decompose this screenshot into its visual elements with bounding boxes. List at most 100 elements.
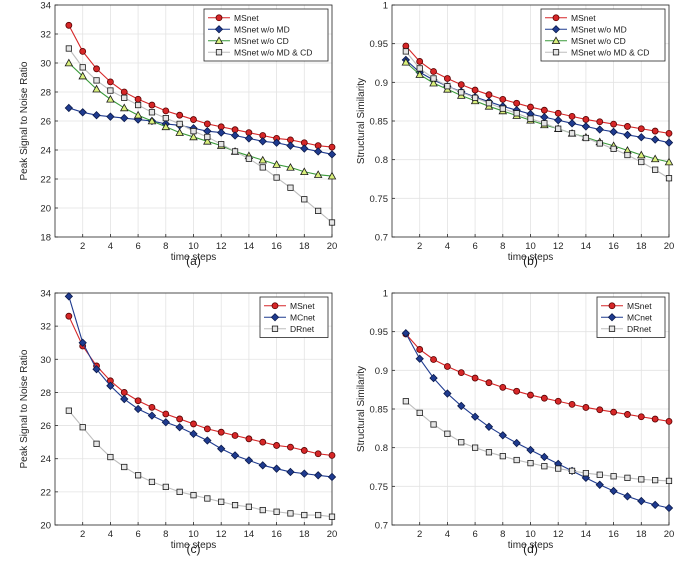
x-tick-label: 10 <box>188 529 199 540</box>
y-tick-label: 28 <box>40 388 51 399</box>
data-point <box>287 510 294 517</box>
data-point <box>513 110 520 117</box>
data-point <box>79 64 86 71</box>
data-point <box>79 48 87 55</box>
x-tick-label: 12 <box>216 241 227 252</box>
data-point <box>175 128 184 136</box>
x-tick-label: 16 <box>608 241 619 252</box>
x-tick-label: 6 <box>135 529 140 540</box>
data-point <box>134 95 142 103</box>
data-point <box>65 21 73 29</box>
data-point <box>665 175 673 182</box>
data-point <box>148 403 156 411</box>
data-point <box>120 394 129 404</box>
data-point <box>512 438 521 448</box>
x-tick-label: 14 <box>244 241 255 252</box>
data-point <box>485 100 493 107</box>
series-2 <box>64 103 337 159</box>
data-point <box>190 128 197 135</box>
y-tick-label: 34 <box>40 1 51 12</box>
data-point <box>147 411 157 420</box>
panel-caption: (d) <box>523 542 538 556</box>
data-point <box>189 132 198 141</box>
data-point <box>287 184 294 191</box>
data-point <box>555 125 562 132</box>
data-point <box>596 471 603 478</box>
y-axis-label: Peak Signal to Noise Ratio <box>19 349 30 468</box>
x-tick-label: 12 <box>216 529 227 540</box>
data-point <box>457 81 465 89</box>
x-axis-label: time steps <box>171 252 217 263</box>
data-point <box>457 401 466 411</box>
data-point <box>596 140 603 147</box>
data-point <box>664 157 674 166</box>
data-point <box>402 398 409 405</box>
data-point <box>121 463 128 471</box>
data-point <box>443 389 452 398</box>
data-point <box>513 456 520 464</box>
data-point <box>637 496 646 506</box>
data-point <box>258 155 268 164</box>
data-point <box>567 119 577 128</box>
legend-entry: MSnet w/o MD & CD <box>234 47 312 57</box>
data-point <box>204 495 211 502</box>
data-point <box>430 75 437 82</box>
data-point <box>133 404 143 414</box>
y-tick-label: 22 <box>40 487 51 498</box>
data-point <box>582 404 590 411</box>
data-point <box>665 417 673 425</box>
data-point <box>218 141 225 148</box>
data-point <box>458 89 465 96</box>
x-tick-label: 18 <box>636 241 647 252</box>
data-point <box>301 511 308 519</box>
y-tick-label: 32 <box>40 322 51 333</box>
y-tick-label: 0.85 <box>370 405 389 416</box>
data-point <box>457 369 465 377</box>
data-point <box>595 125 604 134</box>
data-point <box>527 103 534 111</box>
data-point <box>230 451 240 460</box>
data-point <box>300 469 309 478</box>
y-tick-label: 32 <box>40 30 51 41</box>
legend-entry: MSnet <box>571 13 596 23</box>
data-point <box>527 391 534 399</box>
y-tick-label: 24 <box>40 146 51 157</box>
x-tick-label: 20 <box>664 529 675 540</box>
y-tick-label: 20 <box>40 521 51 532</box>
data-point <box>458 439 465 446</box>
data-point <box>610 408 617 416</box>
x-tick-label: 6 <box>472 241 477 252</box>
data-point <box>176 415 184 423</box>
data-point <box>443 363 451 370</box>
data-point <box>259 506 266 514</box>
data-point <box>244 456 254 465</box>
data-point <box>106 381 115 390</box>
data-point <box>148 109 156 116</box>
legend-marker <box>552 14 560 22</box>
series-1 <box>65 312 336 459</box>
data-point <box>638 158 645 166</box>
legend-entry: DRnet <box>290 324 315 334</box>
data-point <box>541 120 548 127</box>
data-point <box>273 174 280 181</box>
data-point <box>499 105 506 112</box>
data-point <box>64 103 74 113</box>
data-point <box>65 312 73 320</box>
data-point <box>568 400 576 408</box>
data-point <box>162 410 170 418</box>
data-point <box>609 127 618 136</box>
data-point <box>415 70 424 78</box>
y-tick-label: 28 <box>40 88 51 99</box>
legend-marker <box>607 313 617 322</box>
data-point <box>499 95 507 103</box>
data-point <box>107 87 114 94</box>
series-2 <box>401 329 674 513</box>
data-point <box>596 406 604 414</box>
data-point <box>582 470 590 477</box>
data-point <box>609 486 618 496</box>
data-point <box>665 477 673 485</box>
data-point <box>595 480 604 489</box>
data-point <box>259 164 266 171</box>
y-tick-label: 0.95 <box>370 327 389 338</box>
